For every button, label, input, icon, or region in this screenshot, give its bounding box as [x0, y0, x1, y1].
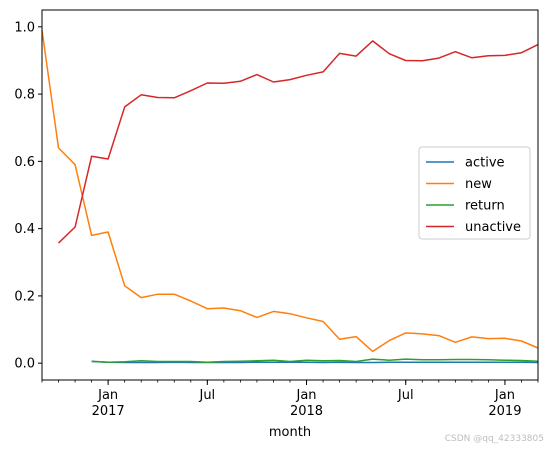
- x-axis-title: month: [269, 425, 311, 440]
- x-tick-label: Jan: [494, 388, 515, 403]
- legend-entries: active new return unactive: [426, 156, 521, 235]
- series-line-return: [91, 358, 539, 363]
- y-tick-label: 0.0: [14, 357, 35, 372]
- x-tick-label: 2017: [92, 404, 125, 419]
- series-line-active: [91, 360, 539, 364]
- series-line-unactive: [57, 40, 539, 244]
- x-tick-label: 2019: [488, 404, 521, 419]
- y-tick-label: 0.6: [14, 155, 35, 170]
- watermark: CSDN @qq_42333805: [445, 434, 544, 444]
- legend-label-return: return: [465, 199, 505, 214]
- legend-label-active: active: [465, 156, 505, 171]
- x-tick-label: Jan: [97, 388, 118, 403]
- x-tick-label: Jul: [397, 388, 414, 403]
- x-tick-label: Jul: [198, 388, 215, 403]
- y-tick-label: 1.0: [14, 20, 35, 35]
- y-tick-label: 0.8: [14, 88, 35, 103]
- y-tick-label: 0.4: [14, 222, 35, 237]
- x-tick-label: 2018: [290, 404, 323, 419]
- legend-label-unactive: unactive: [465, 220, 521, 235]
- legend-label-new: new: [465, 177, 492, 192]
- legend: active new return unactive: [418, 146, 531, 240]
- series-lines: [41, 30, 539, 364]
- legend-box: [418, 146, 531, 240]
- series-line-new: [41, 30, 539, 353]
- y-axis: 0.0 0.2 0.4 0.6 0.8 1.0: [14, 20, 42, 372]
- y-tick-label: 0.2: [14, 289, 35, 304]
- x-tick-label: Jan: [296, 388, 317, 403]
